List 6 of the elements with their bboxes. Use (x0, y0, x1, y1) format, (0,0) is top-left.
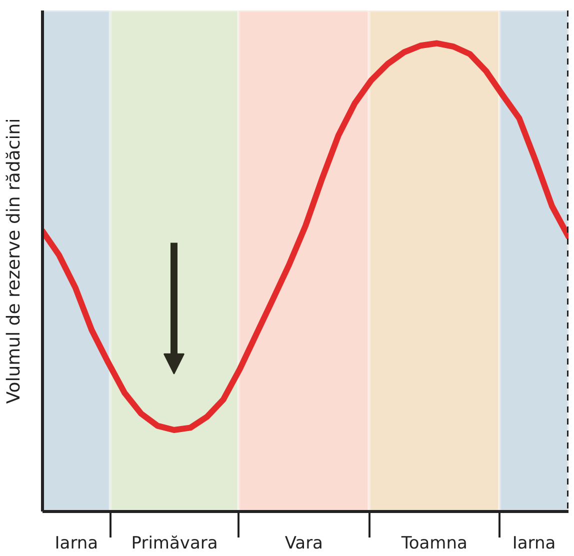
text: Toamna (400, 534, 468, 554)
y-axis-title: Volumul de rezerve din rădăcini (4, 118, 24, 404)
text: Iarna (54, 534, 98, 554)
text: Primăvara (131, 534, 218, 554)
text: Vara (284, 534, 323, 554)
text: Iarna (512, 534, 556, 554)
